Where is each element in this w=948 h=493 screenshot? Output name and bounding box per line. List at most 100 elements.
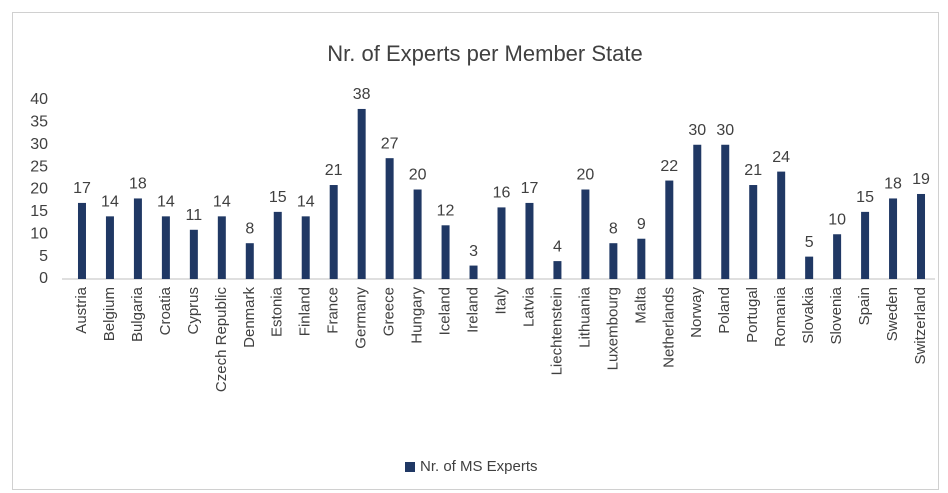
bar: [357, 108, 366, 279]
y-tick-label: 0: [39, 270, 48, 287]
bar: [133, 198, 142, 279]
data-label: 14: [101, 194, 119, 211]
bar: [581, 189, 590, 279]
bar: [525, 202, 534, 279]
data-label: 38: [353, 86, 371, 103]
data-label: 12: [437, 203, 455, 220]
x-tick-label: France: [325, 287, 342, 334]
x-tick-label: Liechtenstein: [548, 287, 565, 375]
bar: [721, 144, 730, 279]
data-label: 22: [660, 158, 678, 175]
bar: [637, 238, 646, 279]
x-tick-label: Iceland: [437, 287, 454, 335]
data-label: 24: [772, 149, 790, 166]
x-tick-label: Portugal: [744, 287, 761, 343]
y-tick-label: 5: [39, 248, 48, 265]
y-tick-label: 40: [30, 91, 48, 108]
bar: [413, 189, 422, 279]
data-label: 18: [884, 176, 902, 193]
data-label: 14: [297, 194, 315, 211]
bar: [805, 256, 814, 279]
data-label: 20: [577, 167, 595, 184]
x-tick-label: Cyprus: [185, 287, 202, 335]
y-tick-label: 10: [30, 225, 48, 242]
x-tick-label: Bulgaria: [129, 286, 146, 342]
x-tick-label: Germany: [353, 287, 370, 349]
bar: [385, 158, 394, 279]
data-label: 27: [381, 135, 399, 152]
bar: [553, 261, 562, 279]
bar: [161, 216, 170, 279]
chart-title: Nr. of Experts per Member State: [327, 41, 642, 66]
data-label: 30: [716, 122, 734, 139]
y-tick-label: 20: [30, 181, 48, 198]
legend-label: Nr. of MS Experts: [420, 458, 538, 475]
x-tick-label: Belgium: [101, 287, 118, 341]
x-tick-label: Estonia: [269, 286, 286, 337]
bar: [301, 216, 310, 279]
x-tick-label: Sweden: [884, 287, 901, 341]
bar: [245, 243, 254, 279]
bar: [105, 216, 114, 279]
bar: [861, 211, 870, 279]
bar: [665, 180, 674, 279]
data-label: 30: [688, 122, 706, 139]
data-label: 5: [805, 234, 814, 251]
y-tick-label: 15: [30, 203, 48, 220]
x-tick-label: Slovakia: [800, 286, 817, 343]
x-tick-label: Hungary: [409, 287, 426, 344]
data-label: 8: [609, 220, 618, 237]
x-tick-label: Latvia: [520, 286, 537, 327]
data-label: 8: [245, 220, 254, 237]
y-tick-label: 25: [30, 158, 48, 175]
x-tick-label: Ireland: [465, 287, 482, 333]
x-tick-label: Romania: [772, 286, 789, 347]
x-tick-label: Netherlands: [660, 287, 677, 368]
data-label: 14: [157, 194, 175, 211]
x-tick-label: Malta: [632, 286, 649, 323]
data-label: 20: [409, 167, 427, 184]
data-label: 17: [521, 180, 539, 197]
data-label: 15: [856, 189, 874, 206]
bar: [833, 234, 842, 279]
data-label: 4: [553, 238, 562, 255]
data-label: 19: [912, 171, 930, 188]
data-label: 11: [186, 207, 203, 224]
data-label: 10: [828, 211, 846, 228]
x-tick-label: Poland: [716, 287, 733, 334]
x-tick-label: Spain: [856, 287, 873, 325]
bar: [693, 144, 702, 279]
bar: [329, 185, 338, 279]
x-tick-label: Denmark: [241, 287, 258, 348]
x-tick-label: Croatia: [157, 286, 174, 335]
x-tick-label: Finland: [297, 287, 314, 336]
x-tick-label: Italy: [492, 287, 509, 315]
bar: [77, 202, 86, 279]
data-label: 18: [129, 176, 147, 193]
bar: [217, 216, 226, 279]
data-label: 16: [493, 185, 511, 202]
bar: [749, 185, 758, 279]
data-label: 14: [213, 194, 231, 211]
bar: [889, 198, 898, 279]
y-tick-label: 35: [30, 114, 48, 131]
bar: [917, 193, 926, 279]
data-label: 15: [269, 189, 287, 206]
data-label: 3: [469, 243, 478, 260]
bar: [497, 207, 506, 279]
y-tick-label: 30: [30, 136, 48, 153]
x-tick-label: Luxembourg: [604, 287, 621, 370]
x-tick-label: Czech Republic: [213, 287, 230, 393]
data-label: 21: [325, 162, 343, 179]
legend-swatch: [405, 462, 415, 472]
bar: [469, 265, 478, 279]
bar: [777, 171, 786, 279]
data-label: 21: [744, 162, 762, 179]
bar: [189, 229, 198, 279]
x-tick-label: Greece: [381, 287, 398, 336]
bar: [273, 211, 282, 279]
x-tick-label: Austria: [73, 286, 90, 333]
bar: [441, 225, 450, 279]
x-tick-label: Switzerland: [912, 287, 929, 365]
